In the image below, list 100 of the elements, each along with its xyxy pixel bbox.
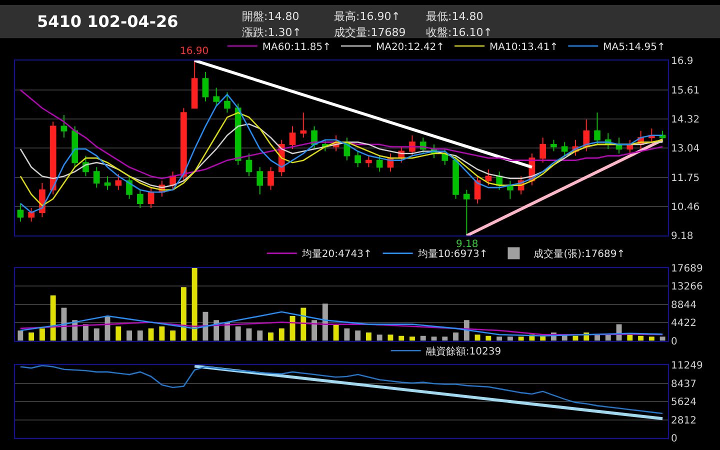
y-tick-label: 10.46 bbox=[671, 202, 700, 214]
bar bbox=[180, 287, 186, 341]
y-tick-label: 11249 bbox=[671, 360, 703, 372]
bar bbox=[344, 328, 350, 341]
legend-label: 成交量(張):17689↑ bbox=[534, 248, 626, 260]
line-series bbox=[20, 311, 664, 336]
bar bbox=[410, 336, 415, 341]
bar bbox=[660, 336, 666, 341]
bar bbox=[453, 332, 458, 341]
legend-label: MA10:13.41↑ bbox=[490, 42, 558, 53]
candlestick bbox=[300, 112, 307, 138]
bar bbox=[376, 334, 382, 341]
line-series bbox=[20, 94, 664, 214]
bar bbox=[594, 334, 600, 341]
text: 漲跌:1.30↑ bbox=[242, 26, 302, 39]
y-tick-label: 0 bbox=[671, 336, 678, 348]
candlestick bbox=[115, 173, 122, 190]
candlestick bbox=[28, 207, 34, 222]
candlestick bbox=[93, 166, 100, 188]
y-tick-label: 2812 bbox=[671, 415, 696, 426]
candlestick bbox=[60, 114, 68, 138]
y-tick-label: 17689 bbox=[671, 263, 703, 274]
text: 成交量:17689 bbox=[334, 26, 406, 39]
bar bbox=[268, 332, 274, 341]
y-tick-label: 13266 bbox=[671, 282, 703, 293]
bar bbox=[290, 316, 296, 341]
bar bbox=[355, 330, 361, 341]
bar bbox=[192, 268, 198, 341]
candlestick bbox=[354, 150, 361, 168]
bar bbox=[148, 328, 154, 341]
bar bbox=[420, 336, 426, 341]
candlestick bbox=[583, 118, 590, 152]
bar bbox=[300, 308, 306, 341]
bar bbox=[366, 332, 372, 341]
bar bbox=[202, 312, 208, 341]
y-tick-label: 16.9 bbox=[671, 56, 694, 67]
bar bbox=[518, 336, 524, 341]
line-series bbox=[20, 322, 664, 336]
bar bbox=[312, 320, 318, 341]
line-series bbox=[20, 365, 664, 414]
candlestick bbox=[17, 202, 24, 222]
bar bbox=[333, 324, 339, 341]
legend-label: 均量10:6973↑ bbox=[416, 248, 488, 260]
candlestick bbox=[104, 176, 111, 190]
y-tick-label: 8844 bbox=[671, 300, 696, 311]
candlestick bbox=[202, 71, 209, 102]
bar bbox=[638, 336, 644, 341]
y-tick-label: 8437 bbox=[671, 378, 696, 390]
candlestick bbox=[72, 126, 78, 168]
candlestick bbox=[268, 166, 274, 190]
candlestick bbox=[561, 142, 568, 156]
y-tick-label: 15.61 bbox=[671, 85, 700, 96]
bar bbox=[398, 336, 404, 341]
bar bbox=[159, 326, 165, 341]
bar bbox=[496, 336, 502, 341]
candlestick bbox=[550, 139, 557, 152]
bar bbox=[28, 332, 34, 341]
y-tick-label: 4422 bbox=[671, 318, 696, 330]
candlestick bbox=[191, 60, 198, 109]
bar bbox=[18, 330, 24, 341]
line-series bbox=[20, 112, 664, 206]
bar bbox=[474, 334, 480, 341]
bar bbox=[627, 334, 633, 341]
candlestick bbox=[366, 155, 372, 168]
y-tick-label: 13.04 bbox=[671, 144, 700, 155]
bar bbox=[50, 295, 56, 341]
candlestick bbox=[50, 121, 56, 195]
annotation: 16.90 bbox=[180, 46, 209, 57]
bar bbox=[486, 336, 492, 341]
line-series bbox=[20, 89, 664, 180]
bar bbox=[94, 328, 100, 341]
bar bbox=[137, 330, 143, 341]
y-tick-label: 9.18 bbox=[671, 231, 694, 242]
candlestick bbox=[594, 112, 600, 145]
legend-label: MA5:14.95↑ bbox=[603, 42, 666, 53]
candlestick bbox=[213, 87, 220, 106]
candlestick bbox=[376, 155, 383, 172]
candlestick bbox=[180, 108, 187, 182]
bar bbox=[442, 336, 448, 341]
bar bbox=[507, 336, 513, 341]
bar bbox=[257, 330, 263, 341]
bar bbox=[235, 326, 241, 341]
candlestick bbox=[224, 92, 230, 114]
candlestick bbox=[540, 137, 546, 164]
candlestick bbox=[463, 189, 470, 236]
candlestick bbox=[126, 176, 132, 200]
bar bbox=[126, 330, 132, 341]
legend-label: 均量20:4743↑ bbox=[300, 248, 372, 260]
y-tick-label: 14.32 bbox=[671, 114, 700, 126]
bar bbox=[170, 330, 176, 341]
bar bbox=[278, 328, 284, 341]
candlestick bbox=[256, 166, 264, 195]
y-tick-label: 11.75 bbox=[671, 172, 700, 184]
legend-label: MA60:11.85↑ bbox=[262, 42, 331, 53]
bar bbox=[648, 336, 654, 341]
candlestick bbox=[289, 126, 296, 150]
line-series bbox=[20, 123, 664, 188]
candlestick bbox=[485, 168, 492, 186]
text: 最高:16.90↑ bbox=[334, 10, 400, 23]
candlestick bbox=[246, 153, 252, 177]
